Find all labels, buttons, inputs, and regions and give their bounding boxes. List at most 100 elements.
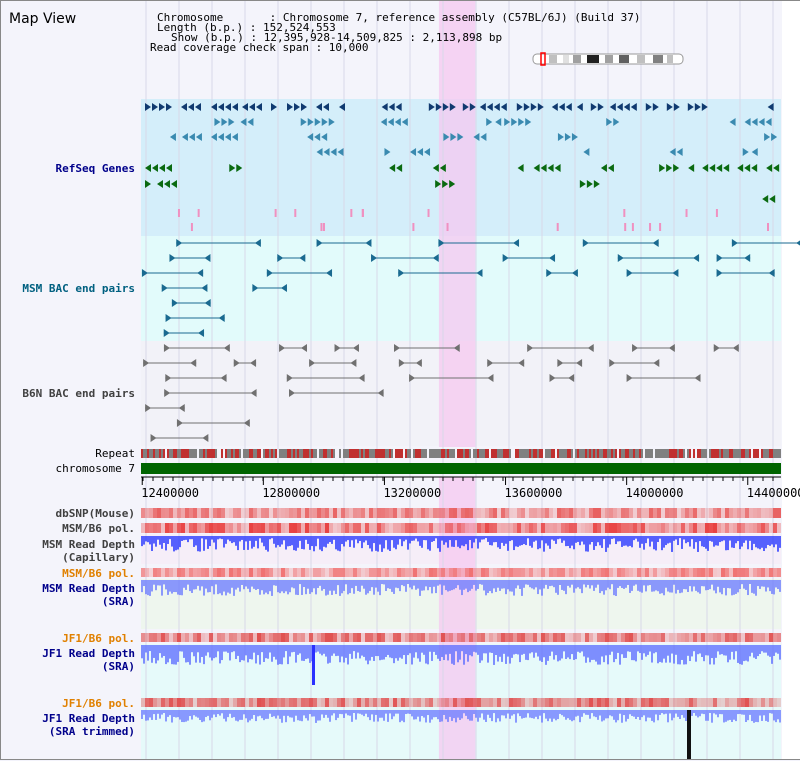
msm-sra-depth-bar (451, 580, 453, 591)
jf1-trimmed-depth-bar (575, 710, 577, 717)
dbsnp-cell (369, 508, 373, 518)
msm-pol-cell (373, 523, 377, 533)
jf1-pol-2-cell (745, 698, 749, 707)
jf1-trimmed-depth-bar (205, 710, 207, 718)
track-label-msm-depth-sra[interactable]: MSM Read Depth (42, 582, 135, 595)
msm-pol-cell (717, 523, 721, 533)
refseq-gene (469, 103, 476, 111)
jf1-sra-depth-bar (287, 645, 289, 665)
dbsnp-cell (577, 508, 581, 518)
jf1-sra-depth-bar (529, 645, 531, 654)
jf1-pol-cell (277, 633, 281, 642)
jf1-sra-depth-bar (639, 645, 641, 654)
dbsnp-cell (513, 508, 517, 518)
jf1-pol-2-cell (249, 698, 253, 707)
dbsnp-cell (697, 508, 701, 518)
msm-sra-depth-bar (565, 580, 567, 595)
jf1-sra-depth-bar (525, 645, 527, 660)
ideogram-band (667, 55, 673, 63)
jf1-trimmed-depth-bar (315, 710, 317, 723)
dbsnp-cell (353, 508, 357, 518)
msm-capillary-depth-bar (451, 536, 453, 547)
repeat-block (607, 449, 609, 458)
track-label-jf1-pol-2[interactable]: JF1/B6 pol. (62, 697, 135, 710)
msm-capillary-depth-bar (537, 536, 539, 550)
jf1-trimmed-depth-bar (261, 710, 263, 719)
track-label-msm-b6-pol[interactable]: MSM/B6 pol. (62, 522, 135, 535)
jf1-pol-cell (769, 633, 773, 642)
msm-pol-sra-cell (253, 568, 257, 577)
track-label-msm-bac[interactable]: MSM BAC end pairs (22, 282, 135, 295)
msm-sra-depth-bar (291, 580, 293, 588)
msm-pol-cell (305, 523, 309, 533)
msm-pol-cell (501, 523, 505, 533)
msm-sra-depth-bar (719, 580, 721, 593)
jf1-trimmed-depth-bar (287, 710, 289, 716)
msm-pol-sra-cell (449, 568, 453, 577)
msm-pol-cell (693, 523, 697, 533)
msm-sra-depth-bar (393, 580, 395, 594)
jf1-sra-depth-bar (635, 645, 637, 662)
repeat-block (463, 449, 465, 458)
msm-capillary-depth-bar (185, 536, 187, 540)
repeat-block (621, 449, 623, 458)
repeat-block (477, 449, 479, 458)
msm-capillary-depth-bar (161, 536, 163, 549)
jf1-sra-depth-bar (455, 645, 457, 652)
jf1-pol-2-cell (541, 698, 545, 707)
track-label-jf1-pol[interactable]: JF1/B6 pol. (62, 632, 135, 645)
jf1-trimmed-depth-bar (193, 710, 195, 716)
jf1-trimmed-depth-bar (177, 710, 179, 718)
msm-capillary-depth-bar (277, 536, 279, 546)
dbsnp-cell (517, 508, 521, 518)
repeat-block (347, 449, 349, 458)
track-label-jf1-depth-sra[interactable]: JF1 Read Depth (42, 647, 135, 660)
msm-sra-depth-bar (365, 580, 367, 595)
refseq-gene (188, 103, 194, 111)
track-label-refseq[interactable]: RefSeq Genes (55, 162, 135, 175)
jf1-pol-2-cell (205, 698, 209, 707)
msm-bac-end (693, 254, 700, 262)
repeat-block (745, 449, 747, 458)
msm-pol-sra-cell (689, 568, 693, 577)
msm-pol-sra-cell (237, 568, 241, 577)
jf1-pol-2-cell (441, 698, 445, 707)
msm-capillary-depth-bar (557, 536, 559, 540)
msm-sra-depth-bar (371, 580, 373, 588)
jf1-trimmed-depth-bar (605, 710, 607, 719)
track-label-jf1-depth-trimmed[interactable]: JF1 Read Depth (42, 712, 135, 725)
jf1-pol-2-cell (721, 698, 725, 707)
msm-pol-cell (493, 523, 497, 533)
msm-capillary-depth-bar (491, 536, 493, 546)
msm-capillary-depth-bar (471, 536, 473, 549)
msm-capillary-depth-bar (227, 536, 229, 540)
msm-sra-depth-bar (369, 580, 371, 591)
jf1-pol-cell (421, 633, 425, 642)
msm-capillary-depth-bar (601, 536, 603, 548)
jf1-pol-cell (613, 633, 617, 642)
jf1-trimmed-depth-bar (771, 710, 773, 714)
repeat-block (503, 449, 505, 458)
dbsnp-cell (725, 508, 729, 518)
b6n-bac-end (289, 389, 296, 397)
track-label-msm-depth-capillary[interactable]: MSM Read Depth (42, 538, 135, 551)
msm-capillary-depth-bar (607, 536, 609, 548)
msm-pol-cell (157, 523, 161, 533)
track-label-msm-b6-pol-sra[interactable]: MSM/B6 pol. (62, 567, 135, 580)
jf1-pol-2-cell (585, 698, 589, 707)
msm-pol-sra-cell (469, 568, 473, 577)
jf1-pol-cell (641, 633, 645, 642)
b6n-bac-end (453, 344, 460, 352)
refseq-gene (410, 148, 417, 156)
msm-capillary-depth-bar (665, 536, 667, 546)
msm-pol-cell (765, 523, 769, 533)
jf1-pol-2-cell (465, 698, 469, 707)
track-label-dbsnp[interactable]: dbSNP(Mouse) (55, 507, 135, 520)
b6n-bac-end (549, 374, 556, 382)
track-label-b6n-bac[interactable]: B6N BAC end pairs (22, 387, 135, 400)
dbsnp-cell (417, 508, 421, 518)
msm-sra-depth-bar (609, 580, 611, 590)
jf1-trimmed-depth-bar (155, 710, 157, 720)
msm-pol-sra-cell (437, 568, 441, 577)
